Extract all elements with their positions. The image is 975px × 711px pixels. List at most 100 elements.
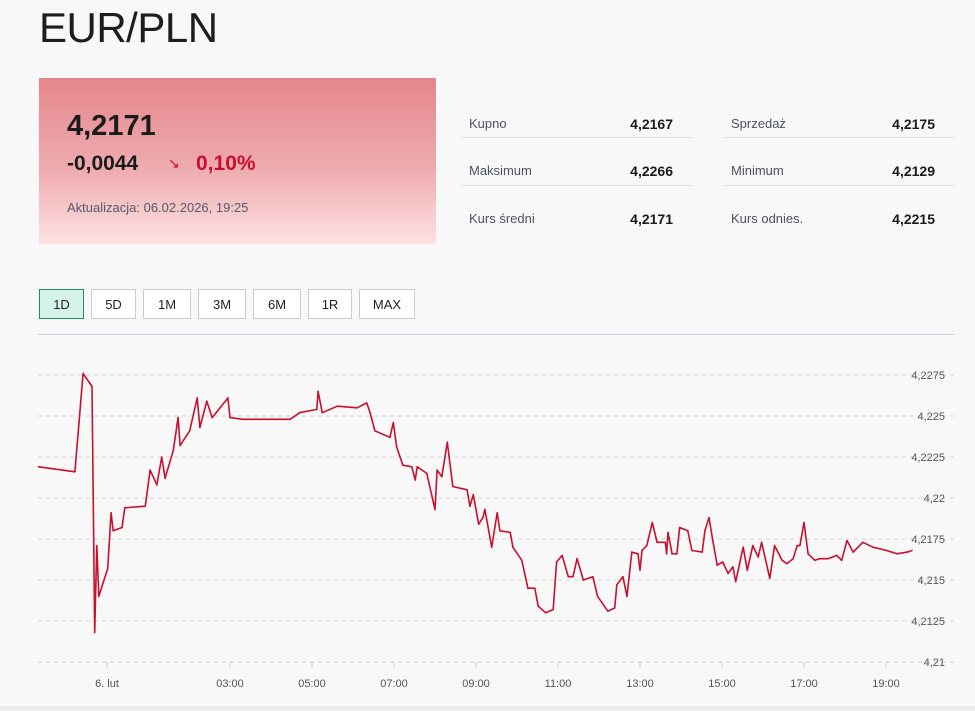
stat-value: 4,2175 (892, 116, 935, 132)
data-point (156, 484, 158, 486)
y-tick-label: 4,2225 (911, 452, 945, 464)
stat-label: Kurs średni (469, 211, 535, 226)
range-button-1r[interactable]: 1R (308, 289, 352, 319)
rate-change: -0,0044 (67, 152, 139, 175)
data-point (356, 407, 358, 409)
range-button-max[interactable]: MAX (359, 289, 415, 319)
data-point (596, 595, 599, 598)
range-button-5d[interactable]: 5D (91, 289, 136, 319)
data-point (665, 552, 668, 555)
data-point (416, 466, 419, 468)
y-tick-label: 4,2125 (911, 616, 945, 628)
data-point (781, 559, 783, 562)
data-point (734, 580, 737, 583)
data-point (179, 444, 181, 447)
range-button-1d[interactable]: 1D (39, 289, 84, 319)
data-point (872, 546, 874, 548)
data-point (199, 426, 201, 429)
x-tick-label: 09:00 (462, 678, 490, 690)
x-tick-label: 07:00 (380, 678, 408, 690)
data-point (451, 485, 454, 488)
data-point (317, 390, 319, 393)
data-point (911, 549, 913, 552)
data-point (37, 466, 40, 468)
data-point (676, 552, 678, 555)
data-point (112, 530, 114, 532)
data-point (106, 567, 109, 570)
data-point (786, 562, 788, 565)
data-point (544, 612, 547, 614)
data-point (91, 385, 93, 388)
data-point (188, 429, 191, 432)
data-point (496, 511, 498, 514)
range-button-6m[interactable]: 6M (253, 289, 301, 319)
data-point (576, 557, 578, 560)
data-point (552, 608, 555, 611)
data-point (211, 416, 214, 419)
y-tick-label: 4,225 (917, 411, 945, 423)
data-point (746, 569, 749, 571)
stat-kurs-odniesienia: Kurs odnies. 4,2215 (723, 184, 941, 232)
data-point (205, 400, 208, 403)
data-point (499, 530, 501, 532)
stat-value: 4,2167 (630, 116, 673, 132)
range-button-3m[interactable]: 3M (198, 289, 246, 319)
data-point (708, 516, 710, 519)
data-point (446, 441, 449, 444)
divider (723, 185, 955, 186)
data-point (533, 587, 536, 589)
page-title: EUR/PLN (39, 4, 218, 51)
stat-sprzedaz: Sprzedaż 4,2175 (723, 89, 941, 137)
data-point (840, 559, 843, 562)
data-point (751, 544, 754, 547)
x-tick-label: 19:00 (872, 678, 900, 690)
data-point (592, 575, 594, 578)
data-point (144, 505, 147, 508)
data-point (82, 372, 84, 375)
data-point (227, 397, 229, 399)
data-point (667, 531, 669, 534)
data-point (607, 610, 609, 612)
range-button-1m[interactable]: 1M (143, 289, 191, 319)
data-point (773, 544, 776, 547)
data-point (321, 411, 324, 414)
data-point (477, 523, 480, 526)
stat-label: Sprzedaż (731, 116, 786, 131)
data-point (721, 561, 724, 563)
rate-change-percent: 0,10% (196, 152, 256, 175)
data-point (615, 584, 618, 586)
data-point (799, 544, 801, 547)
data-point (803, 521, 805, 524)
data-point (760, 541, 763, 544)
data-point (836, 554, 838, 557)
divider (723, 137, 955, 138)
stat-value: 4,2171 (630, 211, 673, 227)
stat-maksimum: Maksimum 4,2266 (461, 136, 679, 184)
stat-minimum: Minimum 4,2129 (723, 136, 941, 184)
x-tick-label: 17:00 (790, 678, 818, 690)
data-point (792, 557, 794, 560)
x-tick-label: 05:00 (298, 678, 326, 690)
data-point (369, 411, 371, 414)
current-rate: 4,2171 (67, 110, 156, 142)
x-tick-label: 11:00 (545, 678, 572, 690)
data-point (664, 541, 667, 544)
data-point (769, 577, 771, 580)
data-point (242, 418, 244, 421)
data-point (434, 508, 436, 511)
scroll-edge (0, 706, 975, 711)
data-point (123, 507, 126, 509)
data-point (410, 466, 413, 468)
data-point (852, 551, 854, 553)
x-tick-label: 15:00 (708, 678, 736, 690)
divider (461, 185, 693, 186)
data-point (814, 559, 816, 562)
data-point (121, 526, 123, 529)
data-point (160, 456, 163, 458)
data-point (732, 566, 734, 568)
data-point (149, 469, 151, 471)
data-point (701, 551, 703, 553)
data-point (93, 631, 96, 634)
data-point (402, 464, 404, 467)
